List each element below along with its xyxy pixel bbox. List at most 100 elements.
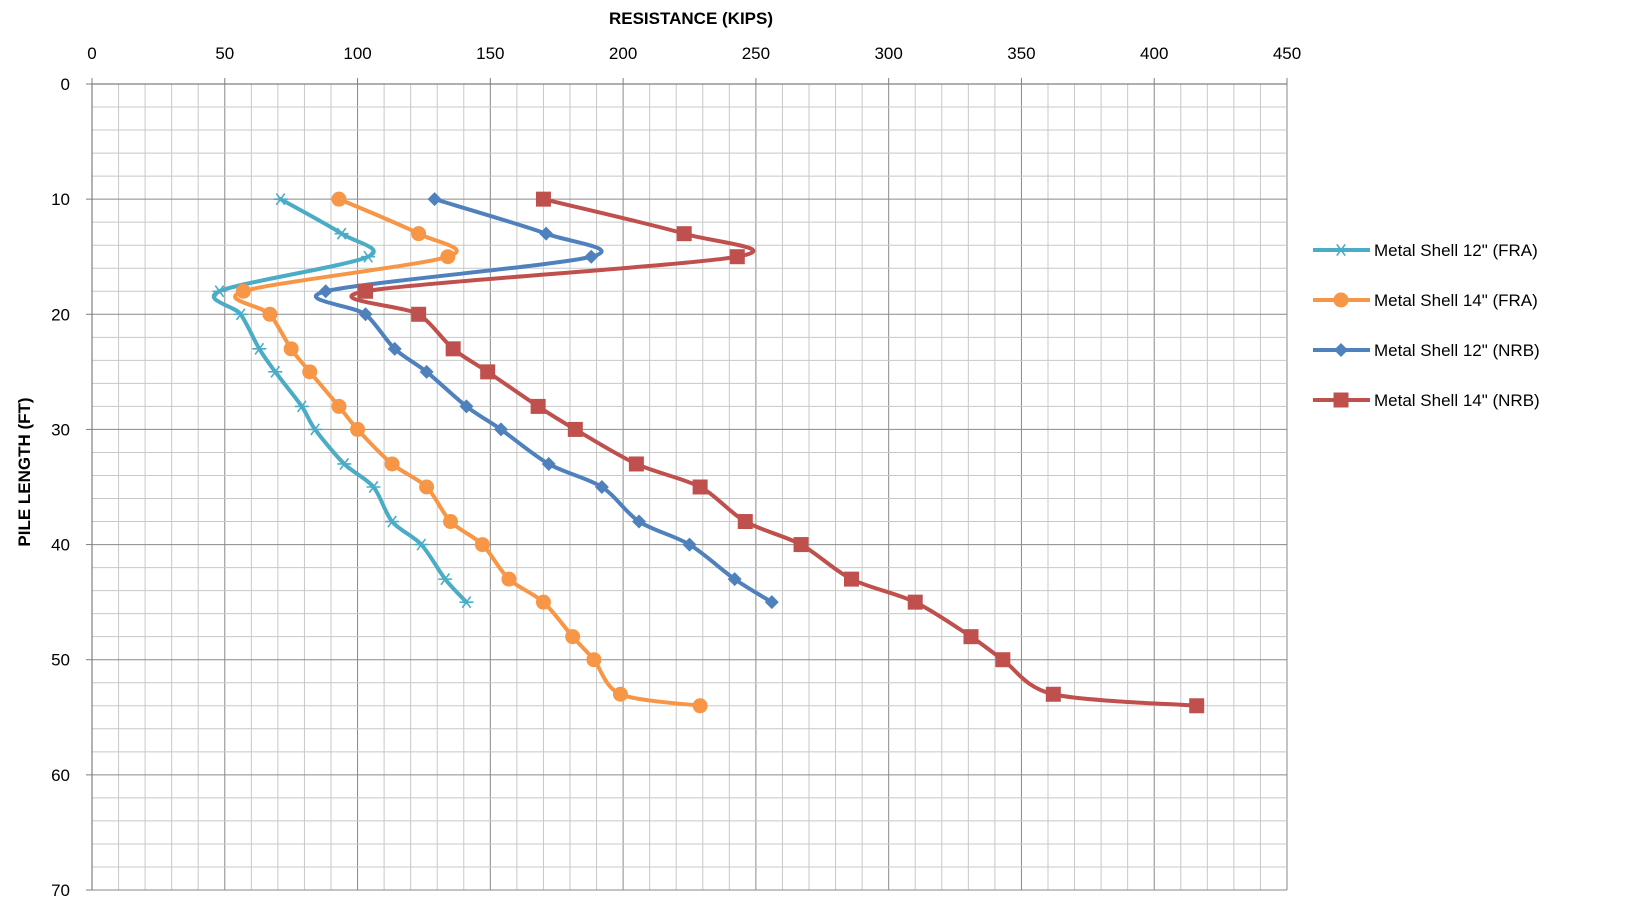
- data-point: [438, 573, 453, 586]
- data-point: [212, 285, 227, 298]
- x-tick-label: 450: [1273, 44, 1301, 63]
- data-point: [907, 594, 923, 610]
- y-tick-labels: 0 10 20 30 40 50 60 70: [51, 75, 92, 900]
- data-point: [727, 572, 742, 587]
- data-point: [501, 571, 517, 587]
- data-point: [419, 479, 435, 495]
- y-tick-label: 0: [61, 75, 70, 94]
- data-point: [565, 629, 581, 645]
- data-point: [268, 365, 283, 378]
- x-tick-label: 100: [343, 44, 371, 63]
- data-point: [350, 421, 366, 437]
- data-point: [318, 284, 333, 299]
- data-point: [331, 398, 347, 414]
- data-point: [539, 226, 554, 241]
- series-line: [211, 197, 469, 605]
- data-point: [262, 306, 278, 322]
- data-point: [764, 595, 779, 610]
- data-point: [419, 364, 434, 379]
- legend-item: Metal Shell 14" (FRA): [1313, 291, 1538, 310]
- series-group: [233, 191, 708, 714]
- data-point: [729, 249, 745, 265]
- data-point: [334, 227, 349, 240]
- y-tick-label: 60: [51, 766, 70, 785]
- data-point: [594, 480, 609, 494]
- data-point: [535, 191, 551, 207]
- y-tick-label: 10: [51, 190, 70, 209]
- data-point: [283, 341, 299, 357]
- series-group: [349, 191, 1205, 714]
- y-tick-label: 50: [51, 651, 70, 670]
- x-tick-label: 50: [215, 44, 234, 63]
- data-point: [692, 698, 708, 714]
- data-point: [628, 456, 644, 472]
- data-point: [632, 514, 647, 529]
- series-layer: [211, 191, 1205, 714]
- y-axis-title: PILE LENGTH (FT): [15, 397, 34, 546]
- data-point: [337, 457, 352, 471]
- data-point: [384, 456, 400, 472]
- x-tick-label: 0: [87, 44, 96, 63]
- data-point: [385, 515, 400, 528]
- data-point: [302, 364, 318, 380]
- data-point: [366, 480, 381, 494]
- data-point: [793, 537, 809, 553]
- data-point: [440, 249, 456, 265]
- data-point: [361, 250, 376, 263]
- legend-label: Metal Shell 14" (FRA): [1374, 291, 1538, 310]
- y-tick-label: 30: [51, 420, 70, 439]
- data-point: [474, 537, 490, 553]
- data-point: [995, 652, 1011, 668]
- data-point: [541, 456, 556, 471]
- data-point: [411, 226, 427, 242]
- data-point: [586, 652, 602, 668]
- data-point: [682, 537, 697, 552]
- x-axis-title: RESISTANCE (KIPS): [609, 9, 773, 28]
- data-point: [387, 341, 402, 356]
- legend-swatch-marker: [1333, 292, 1349, 308]
- data-point: [358, 283, 374, 299]
- data-point: [443, 514, 458, 530]
- series-group: [211, 193, 474, 609]
- legend-item: Metal Shell 12" (NRB): [1313, 341, 1540, 360]
- y-tick-label: 40: [51, 536, 70, 555]
- legend-label: Metal Shell 14" (NRB): [1374, 391, 1540, 410]
- data-point: [612, 686, 628, 702]
- x-tick-label: 200: [609, 44, 637, 63]
- x-tick-label: 250: [742, 44, 770, 63]
- data-point: [567, 421, 583, 437]
- data-point: [480, 364, 496, 380]
- series-group: [313, 192, 779, 610]
- data-point: [235, 283, 251, 299]
- x-tick-label: 300: [874, 44, 902, 63]
- legend-label: Metal Shell 12" (NRB): [1374, 341, 1540, 360]
- y-tick-label: 70: [51, 881, 70, 900]
- data-point: [445, 341, 461, 357]
- legend-swatch-marker: [1334, 343, 1348, 357]
- data-point: [692, 479, 708, 495]
- data-point: [233, 308, 248, 321]
- legend-item: Metal Shell 14" (NRB): [1313, 391, 1540, 410]
- data-point: [459, 596, 474, 609]
- grid: [91, 83, 1288, 891]
- data-point: [584, 249, 599, 264]
- legend: Metal Shell 12" (FRA) Metal Shell 14" (FR…: [1313, 241, 1540, 410]
- data-point: [331, 191, 347, 207]
- x-tick-label: 150: [476, 44, 504, 63]
- x-tick-labels: 0 50 100 150 200 250 300 350 400 450: [87, 44, 1301, 84]
- data-point: [459, 399, 474, 414]
- data-point: [427, 192, 442, 207]
- data-point: [273, 193, 288, 206]
- data-point: [493, 422, 508, 437]
- y-tick-label: 20: [51, 305, 70, 324]
- data-point: [358, 307, 373, 322]
- data-point: [294, 400, 309, 413]
- data-point: [1189, 698, 1205, 714]
- data-point: [676, 226, 692, 242]
- data-point: [308, 423, 323, 436]
- data-point: [535, 594, 551, 610]
- data-point: [530, 398, 546, 414]
- legend-item: Metal Shell 12" (FRA): [1313, 241, 1538, 260]
- data-point: [1045, 686, 1061, 702]
